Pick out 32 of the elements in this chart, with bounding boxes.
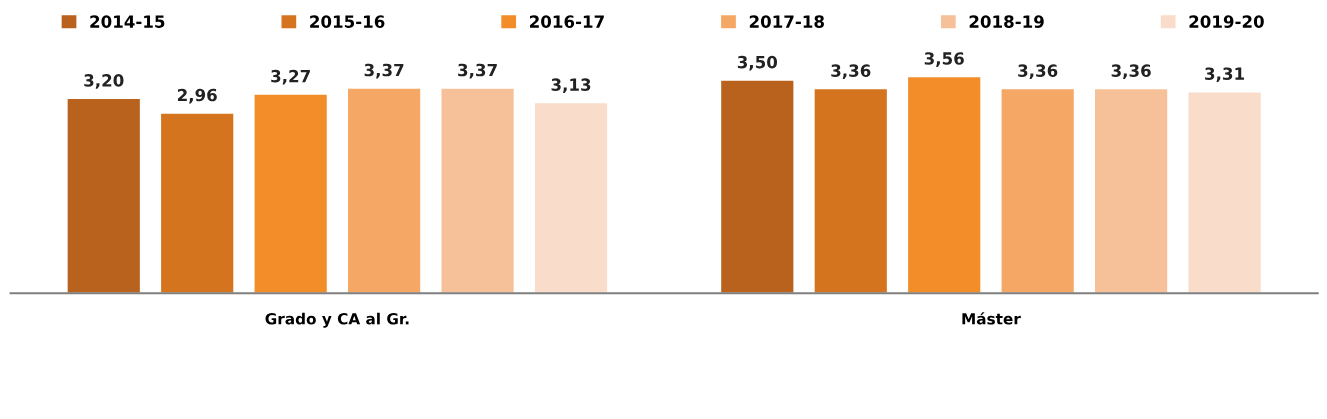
bar [159, 112, 235, 294]
bar [906, 75, 982, 294]
legend-label: 2015-16 [310, 15, 385, 28]
bar [346, 87, 422, 294]
legend-label: 2014-15 [90, 15, 165, 28]
data-label: 3,37 [458, 63, 497, 79]
data-label: 3,13 [551, 78, 591, 94]
bar [65, 97, 142, 294]
bar [999, 87, 1076, 294]
bar [252, 93, 329, 294]
data-label: 3,50 [737, 55, 778, 71]
legend-label: 2016-17 [529, 15, 604, 28]
x-tick-label: Grado y CA al Gr. [265, 312, 409, 328]
legend-label: 2017-18 [749, 15, 824, 28]
data-label: 3,20 [84, 74, 124, 89]
bar [533, 101, 609, 294]
data-label: 3,27 [271, 69, 310, 85]
data-label: 3,36 [831, 64, 871, 80]
data-label: 3,56 [924, 52, 964, 67]
bar [719, 79, 796, 294]
data-label: 3,36 [1018, 64, 1058, 80]
legend-label: 2018-19 [969, 15, 1044, 28]
data-label: 2,96 [177, 88, 217, 104]
data-label: 3,37 [364, 63, 404, 79]
bar [439, 87, 516, 294]
data-label: 3,31 [1205, 67, 1244, 83]
data-label: 3,36 [1111, 64, 1151, 80]
bar [812, 87, 889, 294]
bar [1186, 90, 1263, 294]
x-tick-label: Máster [962, 312, 1021, 325]
legend-label: 2019-20 [1189, 15, 1264, 28]
bar [1093, 87, 1169, 294]
